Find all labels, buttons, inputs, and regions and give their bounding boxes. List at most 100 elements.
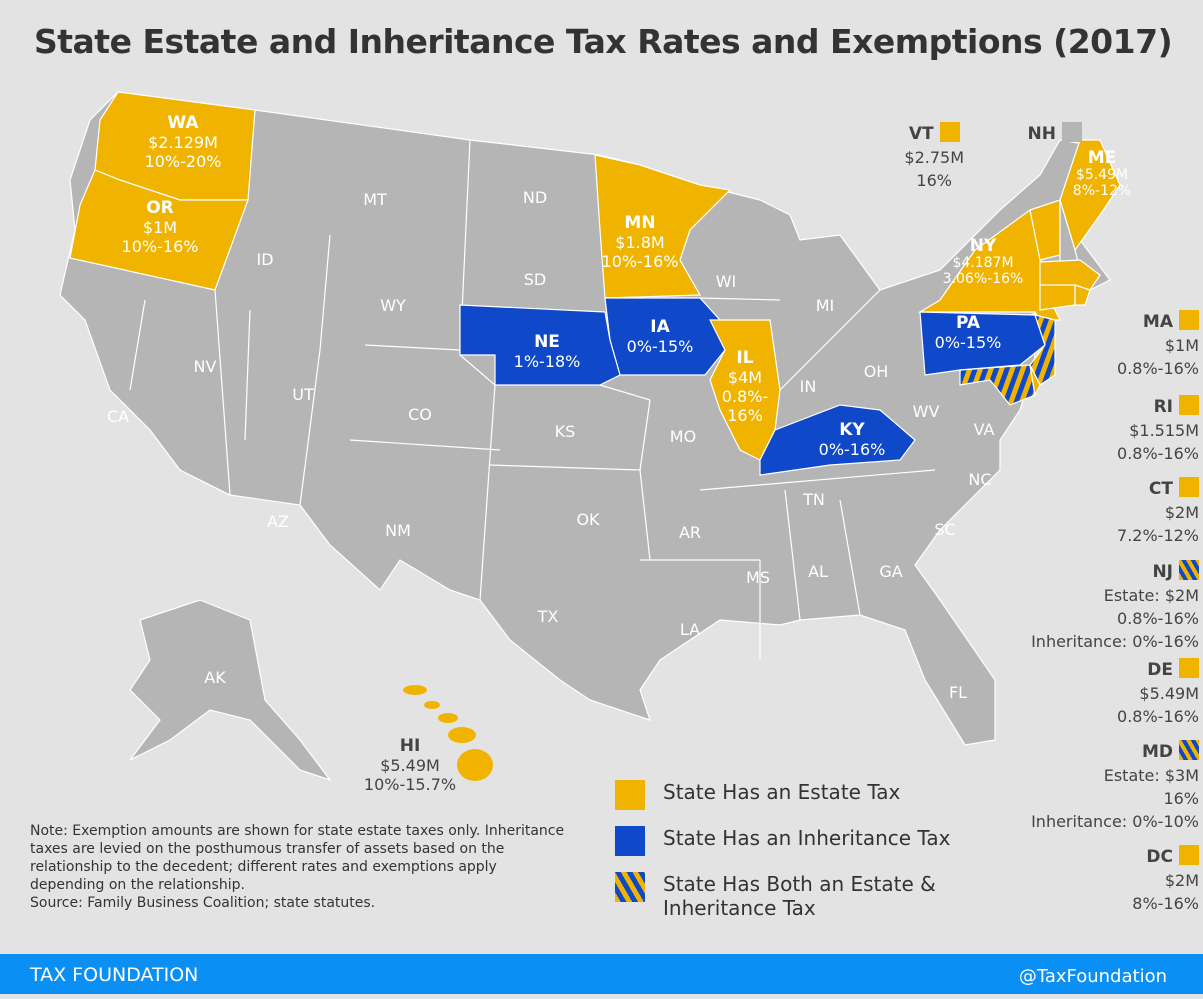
side-entry-abbr: CT <box>1117 477 1199 501</box>
side-entry-MD: MD Estate: $3M 16% Inheritance: 0%-10% <box>1031 740 1199 833</box>
state-KY <box>759 404 916 476</box>
state-abbr: ME <box>1087 148 1117 168</box>
state-abbr: DE <box>1147 660 1173 680</box>
side-entry-value: 8%-16% <box>1132 894 1199 913</box>
state-value: 3.06%-16% <box>942 271 1024 287</box>
state-label-VA: VA <box>973 420 995 439</box>
state-value: 0%-15% <box>934 333 1002 352</box>
side-entry-value: Inheritance: 0%-10% <box>1031 812 1199 831</box>
state-label-WA: WA $2.129M 10%-20% <box>144 113 222 172</box>
side-entry-value: 0.8%-16% <box>1117 707 1199 726</box>
state-border <box>244 309 251 441</box>
state-label-WY: WY <box>380 296 406 315</box>
state-abbr: NY <box>969 236 997 256</box>
state-border <box>699 297 781 301</box>
state-abbr: KY <box>839 420 865 440</box>
side-entry-CT: CT $2M 7.2%-12% <box>1117 477 1199 547</box>
state-border <box>699 469 936 491</box>
legend-swatch-inheritance <box>615 826 645 856</box>
state-abbr: NH <box>1027 124 1056 144</box>
map-title: State Estate and Inheritance Tax Rates a… <box>34 22 1173 61</box>
state-abbr: RI <box>1153 397 1173 417</box>
lower-48-silhouette <box>59 91 1121 746</box>
state-label-TX: TX <box>537 607 559 626</box>
state-label-LA: LA <box>679 620 701 639</box>
state-abbr: MN <box>624 213 656 233</box>
state-abbr: CT <box>1148 479 1173 499</box>
footer-handle[interactable]: @TaxFoundation <box>1018 966 1167 987</box>
hawaii-island <box>424 701 440 709</box>
state-border <box>639 399 651 471</box>
side-entry-value: Inheritance: 0%-16% <box>1031 632 1199 651</box>
state-label-CO: CO <box>408 405 432 424</box>
state-label-ME: ME $5.49M 8%-12% <box>1073 148 1131 200</box>
state-label-FL: FL <box>948 683 968 702</box>
side-entry-value: 0.8%-16% <box>1117 444 1199 463</box>
state-label-ID: ID <box>256 250 274 269</box>
state-value: $1M <box>142 218 178 237</box>
state-value: 10%-15.7% <box>363 775 457 794</box>
state-abbr: WA <box>167 113 199 133</box>
side-entry-value: $5.49M <box>1139 684 1199 703</box>
footer-brand: TAX FOUNDATION <box>30 964 199 986</box>
state-value: 10%-20% <box>144 152 222 171</box>
hawaii-island <box>438 713 458 723</box>
side-entry-value: $1.515M <box>1129 421 1199 440</box>
state-label-MN: MN $1.8M 10%-16% <box>602 213 679 272</box>
state-abbr: NE <box>534 332 560 352</box>
side-entry-abbr: RI <box>1117 395 1199 419</box>
legend-label: State Has an Estate Tax <box>663 780 901 804</box>
state-label-AR: AR <box>678 523 702 542</box>
state-label-OK: OK <box>576 510 600 529</box>
legend-swatch <box>1179 310 1199 330</box>
side-entry-DE: DE $5.49M 0.8%-16% <box>1117 658 1199 728</box>
side-entry-abbr: DE <box>1117 658 1199 682</box>
legend-item-inheritance: State Has an Inheritance Tax <box>615 826 950 856</box>
legend-swatch <box>1179 845 1199 865</box>
source-text: Source: Family Business Coalition; state… <box>30 895 376 911</box>
state-label-IA: IA 0%-15% <box>627 317 694 357</box>
state-value: 0%-16% <box>818 440 886 459</box>
state-value: 1%-18% <box>513 352 581 371</box>
note-text: Note: Exemption amounts are shown for st… <box>30 823 565 893</box>
side-entry-value: Estate: $2M <box>1103 586 1199 605</box>
side-entry-value: 0.8%-16% <box>1117 359 1199 378</box>
state-label-NE: NE 1%-18% <box>513 332 581 372</box>
state-MA <box>1039 259 1101 291</box>
state-border <box>129 299 146 391</box>
state-abbr: PA <box>955 313 981 333</box>
legend: State Has an Estate Tax State Has an Inhe… <box>615 780 950 936</box>
state-border <box>479 384 496 601</box>
state-border <box>349 439 501 451</box>
state-border <box>319 234 331 351</box>
state-label-AZ: AZ <box>267 512 289 531</box>
side-entry-NJ: NJ Estate: $2M 0.8%-16% Inheritance: 0%-16% <box>1031 560 1199 653</box>
state-label-NM: NM <box>385 521 411 540</box>
legend-label: State Has Both an Estate & Inheritance T… <box>663 872 936 920</box>
state-label-IN: IN <box>799 377 817 396</box>
side-entry-MA: MA $1M 0.8%-16% <box>1117 310 1199 380</box>
legend-swatch <box>1179 740 1199 760</box>
legend-swatch <box>1179 560 1199 580</box>
state-label-PA: PA 0%-15% <box>934 313 1002 353</box>
state-label-CA: CA <box>106 407 130 426</box>
state-CT <box>1039 284 1076 311</box>
state-border <box>459 354 496 386</box>
state-label-NV: NV <box>193 357 217 376</box>
legend-swatch <box>1179 658 1199 678</box>
state-NE <box>459 304 621 386</box>
legend-item-both: State Has Both an Estate & Inheritance T… <box>615 872 950 920</box>
side-entry-abbr: VT <box>904 122 964 146</box>
state-border <box>779 329 841 391</box>
state-abbr: DC <box>1146 847 1173 867</box>
state-value: 10%-16% <box>121 237 199 256</box>
state-label-AK: AK <box>204 668 226 687</box>
side-entry-DC: DC $2M 8%-16% <box>1132 845 1199 915</box>
hawaii-island <box>403 685 427 695</box>
state-label-MT: MT <box>363 190 387 209</box>
legend-swatch-estate <box>615 780 645 810</box>
state-label-UT: UT <box>292 385 314 404</box>
state-OR <box>69 169 249 291</box>
side-entry-value: Estate: $3M <box>1103 766 1199 785</box>
hawaii-island <box>448 727 476 743</box>
